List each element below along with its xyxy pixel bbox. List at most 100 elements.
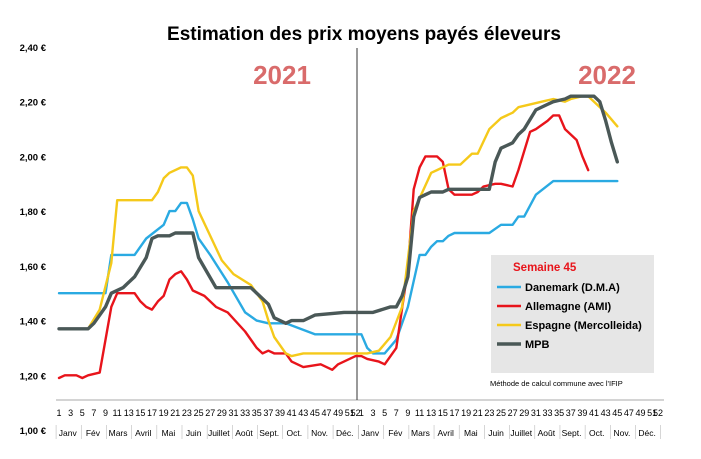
- x-tick-label: 45: [612, 408, 622, 418]
- x-tick-label: 1: [359, 408, 364, 418]
- x-tick-label: 19: [461, 408, 471, 418]
- x-tick-label: 31: [531, 408, 541, 418]
- x-tick-label: 52: [351, 408, 361, 418]
- x-tick-label: 7: [91, 408, 96, 418]
- method-note: Méthode de calcul commune avec l'IFIP: [490, 379, 623, 388]
- month-label: Fév: [86, 428, 101, 438]
- month-label: Fév: [388, 428, 403, 438]
- y-tick-label: 1,40 €: [20, 317, 47, 328]
- x-tick-label: 37: [566, 408, 576, 418]
- x-tick-label: 52: [653, 408, 663, 418]
- x-tick-label: 17: [147, 408, 157, 418]
- month-label: Avril: [135, 428, 151, 438]
- legend-entry: MPB: [525, 339, 550, 351]
- legend-entry: Espagne (Mercolleida): [525, 320, 642, 332]
- x-tick-label: 3: [68, 408, 73, 418]
- x-tick-label: 49: [333, 408, 343, 418]
- series-line-1: [57, 179, 619, 355]
- x-axis: 1 3 5 7 9 11 13 15 17 19 21 23 25 27 29 31 33 35 37 39 41 43 4…: [55, 399, 664, 439]
- chart-title: Estimation des prix moyens payés éleveur…: [167, 24, 561, 45]
- x-tick-label: 11: [112, 408, 121, 418]
- x-tick-label: 21: [170, 408, 180, 418]
- x-tick-label: 41: [589, 408, 599, 418]
- x-tick-label: 25: [496, 408, 506, 418]
- month-label: Juillet: [510, 428, 532, 438]
- x-tick-label: 43: [298, 408, 308, 418]
- x-tick-label: 17: [449, 408, 459, 418]
- x-tick-label: 35: [554, 408, 564, 418]
- month-label: Août: [538, 428, 556, 438]
- y-tick-label: 1,20 €: [20, 371, 47, 382]
- x-tick-label: 47: [322, 408, 332, 418]
- x-tick-label: 35: [252, 408, 262, 418]
- month-label: Nov.: [614, 428, 631, 438]
- x-tick-label: 33: [240, 408, 250, 418]
- x-tick-label: 49: [636, 408, 646, 418]
- month-label: Janv: [59, 428, 78, 438]
- series-line-2: [57, 114, 590, 380]
- month-label: Oct.: [589, 428, 605, 438]
- month-label: Mars: [411, 428, 430, 438]
- month-label: Nov.: [311, 428, 328, 438]
- x-tick-label: 5: [80, 408, 85, 418]
- x-tick-label: 25: [194, 408, 204, 418]
- month-label: Juin: [186, 428, 202, 438]
- y-tick-label: 2,20 €: [20, 98, 47, 109]
- x-tick-label: 51: [647, 408, 657, 418]
- y-tick-label: 2,00 €: [20, 152, 47, 163]
- year-label-2021: 2021: [253, 60, 311, 90]
- legend-entry: Allemagne (AMI): [525, 301, 612, 313]
- x-tick-label: 27: [508, 408, 518, 418]
- month-label: Mars: [109, 428, 128, 438]
- legend-title: Semaine 45: [513, 262, 577, 274]
- month-label: Sept.: [562, 428, 582, 438]
- x-tick-label: 19: [159, 408, 169, 418]
- x-tick-label: 45: [310, 408, 320, 418]
- x-tick-label: 7: [394, 408, 399, 418]
- series-line-4: [57, 94, 619, 331]
- x-tick-label: 3: [371, 408, 376, 418]
- month-label: Avril: [437, 428, 453, 438]
- x-tick-label: 33: [542, 408, 552, 418]
- legend-items: Danemark (D.M.A) Allemagne (AMI) Espagne (…: [497, 282, 642, 351]
- x-tick-label: 23: [484, 408, 494, 418]
- series-layer: [57, 94, 619, 380]
- x-tick-label: 37: [263, 408, 273, 418]
- legend-entry: Danemark (D.M.A): [525, 282, 620, 294]
- month-label: Janv: [361, 428, 380, 438]
- year-label-2022: 2022: [578, 60, 636, 90]
- x-tick-label: 9: [405, 408, 410, 418]
- x-tick-label: 15: [135, 408, 145, 418]
- legend: Semaine 45 Danemark (D.M.A) Allemagne (AM…: [491, 255, 654, 373]
- month-label: Juin: [488, 428, 504, 438]
- x-tick-label: 5: [382, 408, 387, 418]
- series-line-3: [57, 95, 619, 358]
- x-tick-label: 23: [182, 408, 192, 418]
- x-tick-label: 21: [473, 408, 483, 418]
- y-tick-label: 1,60 €: [20, 262, 47, 273]
- x-tick-label: 11: [415, 408, 424, 418]
- month-label: Déc.: [638, 428, 655, 438]
- month-label: Mai: [464, 428, 478, 438]
- x-tick-label: 29: [217, 408, 227, 418]
- x-tick-label: 13: [124, 408, 134, 418]
- x-tick-label: 9: [103, 408, 108, 418]
- month-label: Juillet: [208, 428, 230, 438]
- x-tick-label: 39: [275, 408, 285, 418]
- x-tick-label: 39: [577, 408, 587, 418]
- x-tick-label: 15: [438, 408, 448, 418]
- month-label: Oct.: [287, 428, 303, 438]
- month-label: Déc.: [336, 428, 353, 438]
- legend-box: [491, 255, 654, 373]
- month-label: Sept.: [259, 428, 279, 438]
- y-tick-label: 1,80 €: [20, 207, 47, 218]
- x-tick-label: 1: [56, 408, 61, 418]
- y-tick-label: 2,40 €: [20, 43, 47, 54]
- month-label: Mai: [162, 428, 176, 438]
- x-tick-label: 51: [345, 408, 355, 418]
- x-tick-label: 13: [426, 408, 436, 418]
- month-label: Août: [235, 428, 253, 438]
- x-tick-label: 47: [624, 408, 634, 418]
